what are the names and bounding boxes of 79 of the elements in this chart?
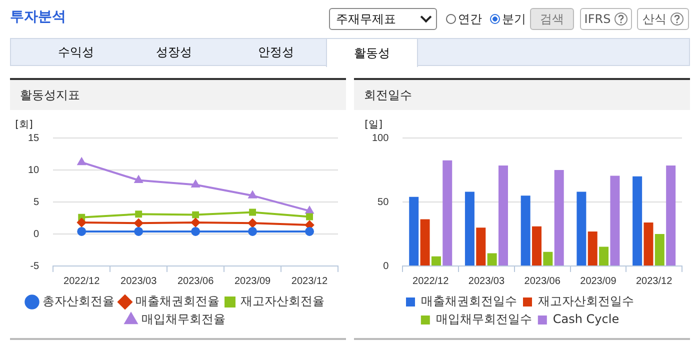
x-tick-label: 2022/12 bbox=[64, 276, 100, 287]
text: 연간 bbox=[458, 10, 482, 28]
point bbox=[135, 210, 142, 218]
point bbox=[134, 176, 143, 183]
legend-label: 재고자산회전일수 bbox=[538, 294, 634, 308]
bar bbox=[520, 196, 530, 266]
bar bbox=[554, 170, 564, 266]
legend-label: 매출채권회전율 bbox=[136, 294, 220, 308]
text: 주재무제표 bbox=[336, 10, 396, 28]
x-tick-label: 2022/12 bbox=[412, 276, 450, 287]
point bbox=[248, 218, 258, 228]
legend-label: Cash Cycle bbox=[552, 312, 620, 326]
legend-label: 매입채무회전일수 bbox=[436, 312, 532, 326]
text: 성장성 bbox=[155, 44, 193, 61]
bar bbox=[420, 219, 430, 266]
legend-label: 매입채무회전율 bbox=[142, 312, 226, 326]
bar bbox=[610, 176, 620, 266]
text: 수익성 bbox=[57, 44, 95, 61]
point bbox=[134, 226, 144, 236]
bar bbox=[632, 176, 642, 266]
chart-title: 회전일수 bbox=[354, 80, 690, 110]
chart-title: 활동성지표 bbox=[10, 80, 346, 110]
point bbox=[248, 191, 257, 198]
bar bbox=[431, 256, 441, 266]
point bbox=[192, 211, 200, 218]
bar bbox=[409, 196, 419, 266]
point bbox=[191, 226, 200, 236]
point bbox=[248, 226, 258, 236]
y-tick-label: 50 bbox=[378, 196, 390, 208]
x-tick-label: 2023/09 bbox=[580, 276, 617, 287]
bar bbox=[654, 234, 664, 266]
text: 검색 bbox=[540, 10, 564, 28]
legend-label: 재고자산회전율 bbox=[240, 294, 324, 308]
y-tick-label: 10 bbox=[28, 164, 40, 176]
point bbox=[77, 226, 86, 236]
point bbox=[134, 218, 144, 228]
y-axis-title: [일] bbox=[364, 120, 383, 131]
x-tick-label: 2023/12 bbox=[291, 276, 328, 287]
text: 산식 bbox=[642, 10, 666, 28]
point bbox=[191, 218, 200, 227]
point bbox=[77, 218, 86, 227]
bar bbox=[599, 246, 609, 266]
bar bbox=[498, 166, 508, 266]
bar bbox=[487, 253, 497, 266]
text: IFRS bbox=[584, 12, 611, 26]
point bbox=[306, 213, 313, 220]
y-tick-label: 15 bbox=[28, 132, 40, 144]
y-tick-label: 5 bbox=[34, 196, 40, 208]
text: 분기 bbox=[502, 10, 526, 28]
bar bbox=[532, 226, 542, 266]
bar bbox=[588, 231, 598, 266]
x-tick-label: 2023/12 bbox=[636, 276, 673, 287]
y-axis-title: [회] bbox=[15, 120, 34, 131]
text: 투자분석 bbox=[10, 8, 66, 26]
point bbox=[249, 208, 256, 216]
point bbox=[305, 206, 314, 214]
y-tick-label: 100 bbox=[372, 132, 390, 144]
x-tick-label: 2023/06 bbox=[524, 276, 561, 287]
bar bbox=[464, 192, 474, 266]
text: 활동성 bbox=[326, 38, 418, 67]
point bbox=[305, 226, 314, 236]
x-tick-label: 2023/03 bbox=[468, 276, 505, 287]
y-tick-label: 0 bbox=[34, 228, 40, 240]
bar bbox=[476, 228, 486, 266]
bar bbox=[543, 252, 553, 266]
legend-label: 총자산회전율 bbox=[42, 294, 114, 308]
bar bbox=[666, 166, 676, 266]
point bbox=[192, 180, 200, 188]
bar bbox=[442, 160, 452, 266]
y-tick-label: 0 bbox=[383, 260, 390, 272]
x-tick-label: 2023/03 bbox=[120, 276, 158, 287]
legend-label: 매출채권회전일수 bbox=[421, 294, 517, 308]
bar bbox=[644, 222, 654, 266]
x-tick-label: 2023/06 bbox=[177, 276, 214, 287]
text: 안정성 bbox=[257, 44, 295, 61]
y-tick-label: -5 bbox=[30, 260, 40, 272]
x-tick-label: 2023/09 bbox=[234, 276, 272, 287]
bar bbox=[576, 192, 586, 266]
point bbox=[78, 158, 86, 166]
